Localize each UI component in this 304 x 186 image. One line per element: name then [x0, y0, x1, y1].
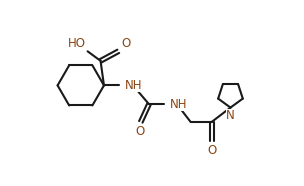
Text: N: N	[226, 109, 235, 122]
Text: O: O	[121, 37, 131, 50]
Text: HO: HO	[68, 37, 86, 50]
Text: O: O	[136, 125, 145, 138]
Text: NH: NH	[125, 79, 143, 92]
Text: NH: NH	[169, 98, 187, 111]
Text: O: O	[207, 144, 216, 157]
